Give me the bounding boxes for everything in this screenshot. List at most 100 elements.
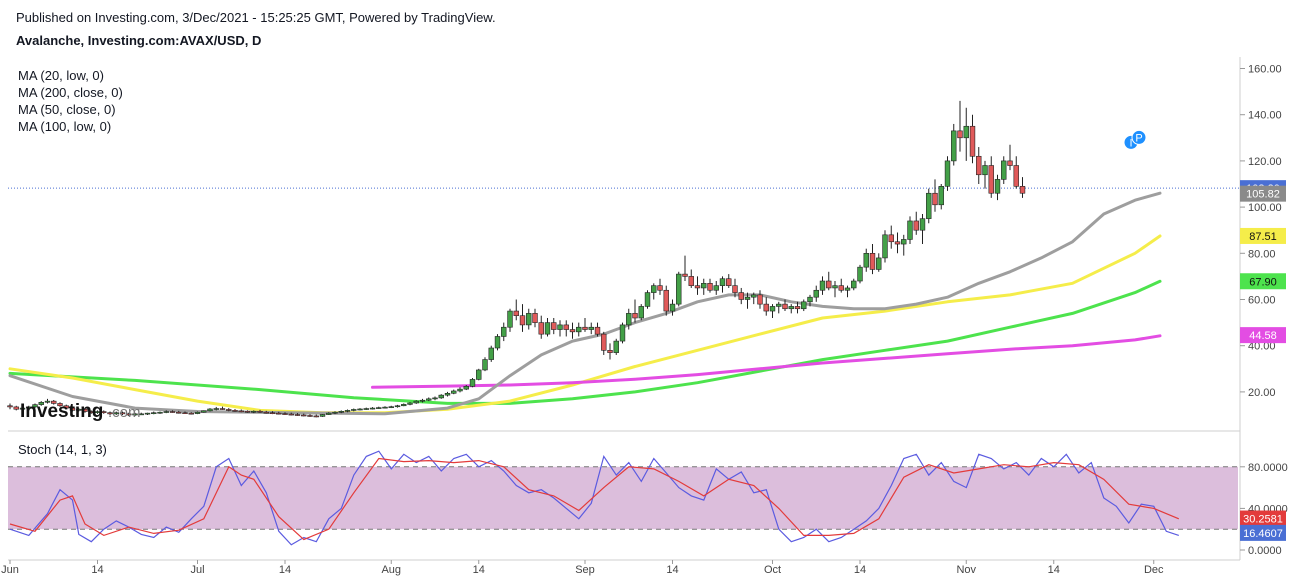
candle-body [844,287,851,291]
candle [219,406,226,410]
candle [213,406,219,411]
legend-ma50[interactable]: MA (50, close, 0) [18,102,116,117]
candle-body [638,306,644,319]
candle-body [26,406,32,409]
candle-body [301,414,307,417]
candle [969,114,976,164]
candle-body [519,315,526,326]
logo-suffix-text: .com [108,404,141,421]
candle-body [957,130,963,139]
candle-body [344,410,351,412]
candle-body [901,239,907,245]
candle [713,281,719,295]
candle [551,317,557,335]
price-label: 87.51 [1240,227,1286,244]
candle-body [463,386,469,390]
candle [1001,156,1007,184]
stoch-value-label-text: 30.2581 [1243,514,1283,526]
candle-body [163,411,169,413]
candle [407,402,413,406]
candle [719,276,726,293]
event-marker[interactable]: P [1131,129,1147,145]
candle-body [894,241,901,245]
candle-body [469,379,476,387]
candle [588,322,594,335]
legend-ma100[interactable]: MA (100, low, 0) [18,119,112,134]
stoch-value-label-bg [1240,524,1286,541]
price-label-bg [1240,327,1286,344]
candle [601,331,607,355]
symbol-title: Avalanche, Investing.com:AVAX/USD, D [16,33,262,48]
candle-body [863,253,869,268]
candle [901,234,907,256]
candle [507,308,513,332]
price-tick-label: 140.00 [1248,110,1282,122]
candle-body [944,160,951,187]
price-label-text: 87.51 [1249,231,1277,243]
candle-body [44,400,51,403]
candle-body [938,186,944,206]
candle [869,244,876,275]
candle [232,408,238,412]
candle [563,320,569,337]
stoch-title[interactable]: Stoch (14, 1, 3) [18,442,107,457]
candle-body [238,410,244,413]
time-tick-label: 14 [1048,564,1060,576]
candle-body [13,406,19,410]
candle-body [751,294,757,298]
candle [951,123,957,166]
candle [857,264,863,284]
candle [894,232,901,254]
legend-ma20[interactable]: MA (20, low, 0) [18,68,104,83]
candle [576,322,582,337]
candle-body [1007,160,1013,166]
candle [544,317,551,337]
stoch-k-line [9,450,1179,546]
candle [769,304,776,318]
candle [182,411,188,414]
candle-body [338,411,344,413]
time-tick-label: Oct [764,564,781,576]
candle [38,401,44,406]
candle-body [457,388,463,392]
candle [69,406,76,412]
candle-body [613,340,619,353]
candle-body [676,273,682,305]
event-marker-circle[interactable] [1131,129,1147,145]
stoch-value-label-bg [1240,510,1286,527]
candle [488,345,494,362]
candle-body [119,412,126,415]
candle [801,299,807,312]
candle [613,338,619,355]
candle-body [907,220,913,240]
candle [526,308,532,330]
candle-body [663,289,669,312]
candle-body [57,403,63,407]
candle [644,290,651,309]
price-tick-label: 60.00 [1248,295,1276,307]
ma200-line [371,334,1162,389]
candle [957,100,963,152]
candle-body [144,412,151,415]
candle [307,414,313,417]
candle-body [651,285,657,293]
candle [144,412,151,415]
candle-body [113,412,119,415]
stoch-band [8,466,1238,530]
candle [1007,144,1013,171]
legend-ma200[interactable]: MA (200, close, 0) [18,85,123,100]
candles [7,100,1026,418]
candle-body [169,411,176,413]
candle [794,301,801,314]
candle-body [269,412,276,414]
ma50-line [8,234,1162,415]
candle [207,408,213,412]
candle-body [882,234,888,259]
candle-body [532,313,538,323]
candle-body [807,296,813,303]
candle [557,320,563,337]
candle [944,156,951,191]
candle [444,391,451,397]
